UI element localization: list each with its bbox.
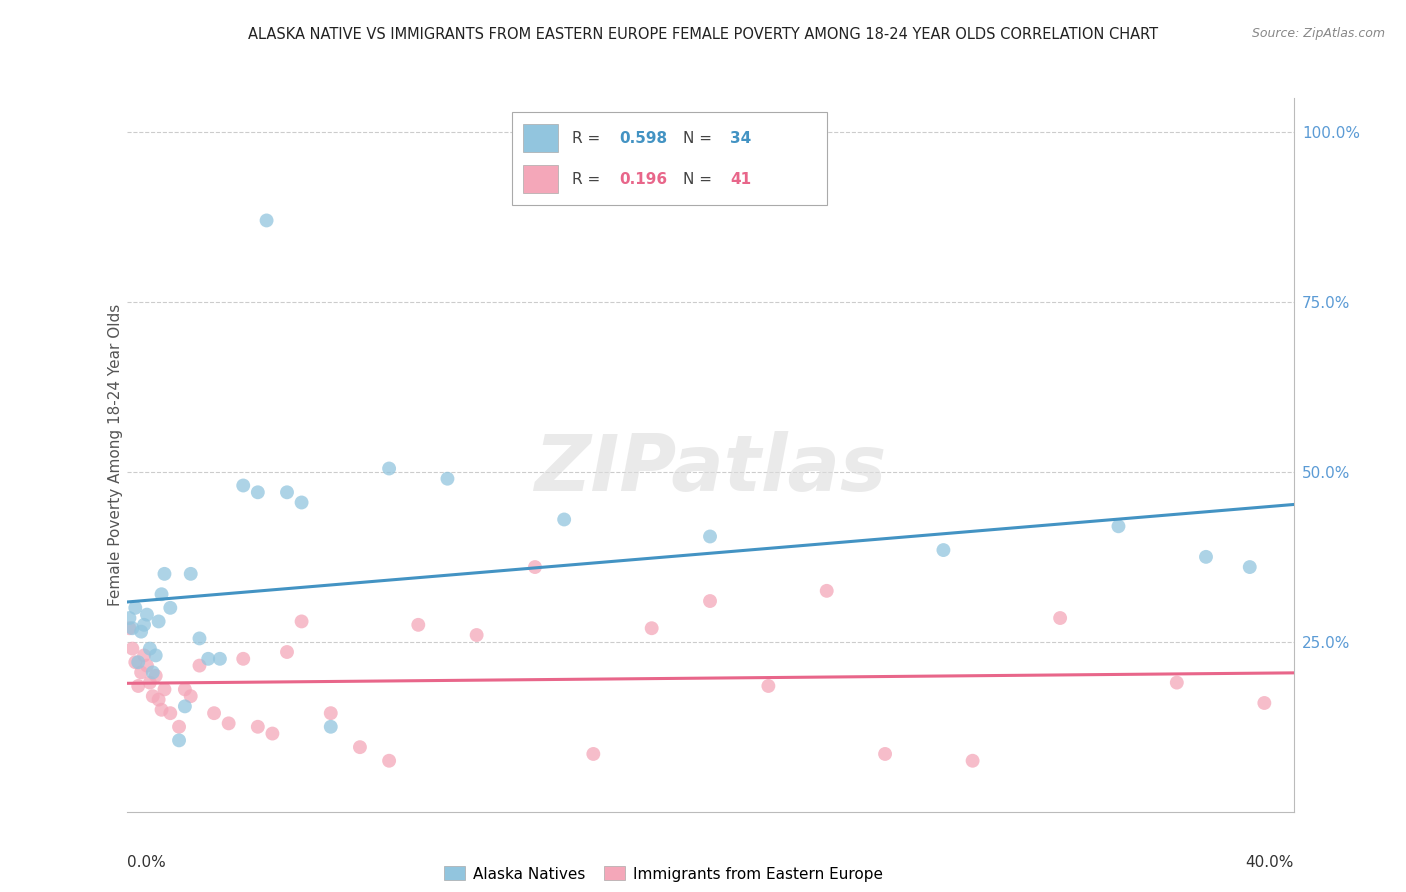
Point xyxy=(290,615,312,629)
Point xyxy=(139,675,162,690)
Point xyxy=(132,617,155,632)
Text: N =: N = xyxy=(683,131,717,146)
Point xyxy=(319,706,342,721)
Point xyxy=(167,733,190,747)
Point xyxy=(262,726,284,740)
Text: N =: N = xyxy=(683,171,717,186)
Point xyxy=(378,461,401,475)
Text: 0.0%: 0.0% xyxy=(127,855,166,870)
Point xyxy=(1253,696,1275,710)
Point xyxy=(553,512,575,526)
Point xyxy=(640,621,664,635)
Point xyxy=(153,682,176,697)
Point xyxy=(159,600,181,615)
Point xyxy=(276,645,298,659)
Point xyxy=(699,594,721,608)
Point xyxy=(118,621,141,635)
Point xyxy=(276,485,298,500)
Point xyxy=(150,703,173,717)
Point xyxy=(524,560,547,574)
Point xyxy=(180,566,202,581)
Point xyxy=(159,706,181,721)
Point xyxy=(127,655,149,669)
Point xyxy=(1195,549,1218,564)
Text: 40.0%: 40.0% xyxy=(1246,855,1294,870)
Point xyxy=(167,720,190,734)
Point xyxy=(197,652,219,666)
Legend: Alaska Natives, Immigrants from Eastern Europe: Alaska Natives, Immigrants from Eastern … xyxy=(440,862,887,886)
Point xyxy=(208,652,231,666)
Text: ALASKA NATIVE VS IMMIGRANTS FROM EASTERN EUROPE FEMALE POVERTY AMONG 18-24 YEAR : ALASKA NATIVE VS IMMIGRANTS FROM EASTERN… xyxy=(247,27,1159,42)
FancyBboxPatch shape xyxy=(523,125,558,153)
Point xyxy=(246,485,269,500)
Point xyxy=(699,529,721,543)
Point xyxy=(142,689,165,703)
Point xyxy=(815,583,838,598)
Text: R =: R = xyxy=(572,131,606,146)
Point xyxy=(246,720,269,734)
Text: Source: ZipAtlas.com: Source: ZipAtlas.com xyxy=(1251,27,1385,40)
Point xyxy=(132,648,155,663)
Point xyxy=(148,692,170,706)
Point xyxy=(124,655,146,669)
Text: 0.598: 0.598 xyxy=(619,131,666,146)
Point xyxy=(1108,519,1130,533)
Point xyxy=(756,679,779,693)
Point xyxy=(136,607,159,622)
Point xyxy=(129,665,152,680)
Point xyxy=(582,747,605,761)
Point xyxy=(1239,560,1261,574)
Point xyxy=(232,652,254,666)
Point xyxy=(319,720,342,734)
Point xyxy=(174,682,197,697)
Point xyxy=(145,669,167,683)
Point xyxy=(121,621,143,635)
Point xyxy=(290,495,312,509)
Point xyxy=(139,641,162,656)
Point xyxy=(875,747,897,761)
FancyBboxPatch shape xyxy=(512,112,827,205)
Point xyxy=(136,658,159,673)
Point xyxy=(180,689,202,703)
Point xyxy=(188,632,211,646)
Point xyxy=(188,658,211,673)
Point xyxy=(153,566,176,581)
Point xyxy=(202,706,225,721)
Text: 34: 34 xyxy=(730,131,751,146)
Point xyxy=(256,213,278,227)
Point xyxy=(932,543,955,558)
Text: ZIPatlas: ZIPatlas xyxy=(534,431,886,508)
Text: 41: 41 xyxy=(730,171,751,186)
Point xyxy=(962,754,984,768)
Point xyxy=(127,679,149,693)
Point xyxy=(1166,675,1188,690)
Point xyxy=(378,754,401,768)
Point xyxy=(124,600,146,615)
Point xyxy=(349,740,371,755)
Point xyxy=(218,716,240,731)
Point xyxy=(145,648,167,663)
Point xyxy=(121,641,143,656)
Point xyxy=(465,628,488,642)
FancyBboxPatch shape xyxy=(523,165,558,193)
Y-axis label: Female Poverty Among 18-24 Year Olds: Female Poverty Among 18-24 Year Olds xyxy=(108,304,122,606)
Text: 0.196: 0.196 xyxy=(619,171,666,186)
Point xyxy=(232,478,254,492)
Point xyxy=(436,472,458,486)
Point xyxy=(118,611,141,625)
Point xyxy=(1049,611,1071,625)
Point xyxy=(174,699,197,714)
Text: R =: R = xyxy=(572,171,606,186)
Point xyxy=(408,617,430,632)
Point xyxy=(150,587,173,601)
Point xyxy=(129,624,152,639)
Point xyxy=(148,615,170,629)
Point xyxy=(142,665,165,680)
